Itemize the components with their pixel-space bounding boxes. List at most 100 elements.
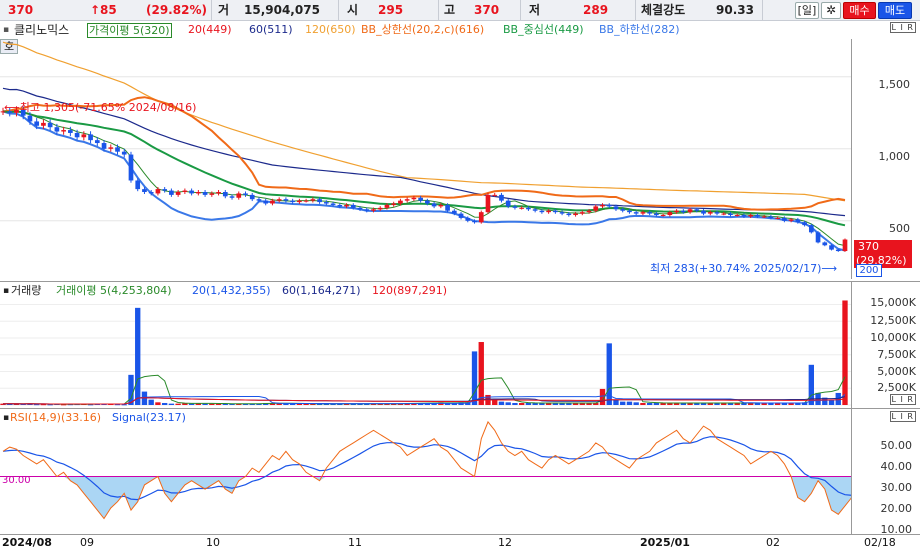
legend-ma60[interactable]: 60(511) [249,23,293,36]
legend-vol-ma60[interactable]: 60(1,164,271) [282,284,361,297]
volume-bar [741,402,747,405]
rsi-oversold-area [3,476,851,519]
volume-bar [606,343,612,405]
candle-body [782,217,787,221]
rsi-line [2,420,851,520]
panel-flags[interactable]: L I R [889,411,916,422]
buy-button[interactable]: 매수 [843,2,876,19]
divider [438,0,439,21]
candle-body [418,197,423,201]
volume-bar [842,300,848,405]
xtick-date: 02 [766,536,780,549]
panel-flags[interactable]: L I R [889,22,916,33]
legend-bb-upper[interactable]: BB_상한선(20,2,c)(616) [361,23,485,36]
volume-bar [323,403,330,405]
candle-body [20,109,26,116]
candle-body [707,212,713,214]
volume-bar [34,404,40,406]
price-change-pct: (29.82%) [146,3,207,17]
price-chart [0,41,851,252]
candle-body [303,200,309,202]
candle-body [162,189,168,191]
candle-body [431,203,437,207]
legend-bb-middle[interactable]: BB_중심선(449) [503,23,584,36]
candle-body [667,212,673,216]
candle-body [88,134,93,141]
current-price: 370 [8,3,34,17]
volume-legend: ▪ 거래량 거래이평 5(4,253,804) 20(1,432,355) 60… [0,284,850,298]
candle-body [593,206,599,211]
legend-bb-lower[interactable]: BB_하한선(282) [599,23,680,36]
candle-body [620,209,626,211]
volume-bar [579,402,585,405]
volume-bar [188,403,195,405]
volume-bar [586,402,592,405]
candle-body [526,207,531,210]
volume-bar [795,402,801,405]
candle-body [61,130,66,132]
candle-body [357,207,363,210]
candle-body [169,190,174,195]
high-annotation: ⟵최고 1,305(-71.65% 2024/08/16) [4,99,196,115]
volume-bar [222,403,228,405]
ytick-rsi: 10.00 [880,523,913,536]
candle-body [148,192,154,194]
panel-flags[interactable]: L I R [889,394,916,405]
volume-bar [599,388,606,405]
volume-bar [175,403,181,405]
candle-body [135,180,141,190]
ytick-volume: 7,500K [877,348,916,361]
candle-body [384,204,390,208]
candle-body [323,202,329,204]
legend-rsi[interactable]: RSI(14,9)(33.16) [10,411,102,424]
candle-body [310,199,316,201]
candle-body [101,143,107,149]
volume-bar [545,402,552,405]
rsi-panel: 50.00 40.00 30.00 20.00 10.00 ▪ RSI(14,9… [0,408,920,536]
legend-ma5[interactable]: 가격이평 5(320) [87,23,172,38]
volume-bar [620,401,626,405]
candle-body [209,193,215,195]
candle-body [755,215,760,217]
candle-body [680,210,686,213]
sell-button[interactable]: 매도 [878,2,912,19]
price-change: ↑85 [90,3,117,17]
candle-body [734,215,740,217]
legend-ma120[interactable]: 120(650) [305,23,356,36]
candle-body [505,200,511,207]
candle-body [438,204,444,207]
candle-body [276,199,282,201]
volume-title[interactable]: 거래량 [11,284,42,297]
volume-bar [27,403,33,405]
volume-bar [559,402,565,405]
legend-vol-ma5[interactable]: 거래이평 5(4,253,804) [56,284,172,297]
period-button[interactable]: [일] [795,2,819,19]
volume-bar [714,402,720,405]
volume-bar [7,403,13,405]
volume-bar [694,402,700,405]
volume-bar [828,399,835,405]
gear-icon[interactable]: ✲ [821,2,841,19]
candle-body [249,194,255,200]
candle-body [741,215,747,217]
legend-vol-ma120[interactable]: 120(897,291) [372,284,448,297]
volume-panel: 15,000K 12,500K 10,000K 7,500K 5,000K 2,… [0,281,920,408]
volume-bar [667,402,673,405]
legend-signal[interactable]: Signal(23.17) [112,411,186,424]
divider [520,0,521,21]
stock-name[interactable]: 클리노믹스 [14,23,70,37]
candle-body [768,216,774,218]
volume-bar [626,401,633,405]
legend-vol-ma20[interactable]: 20(1,432,355) [192,284,271,297]
volume-bar [242,403,249,405]
candle-body [519,207,525,209]
high-note: 최고 1,305(-71.65% 2024/08/16) [19,101,197,114]
candle-body [748,215,754,217]
ytick-volume: 12,500K [870,314,916,327]
candle-body [182,190,188,192]
legend-ma20[interactable]: 20(449) [188,23,232,36]
volume-bar [155,402,161,405]
volume-bar [646,402,653,405]
strength-value: 90.33 [716,3,754,17]
volume-bar [114,404,121,406]
